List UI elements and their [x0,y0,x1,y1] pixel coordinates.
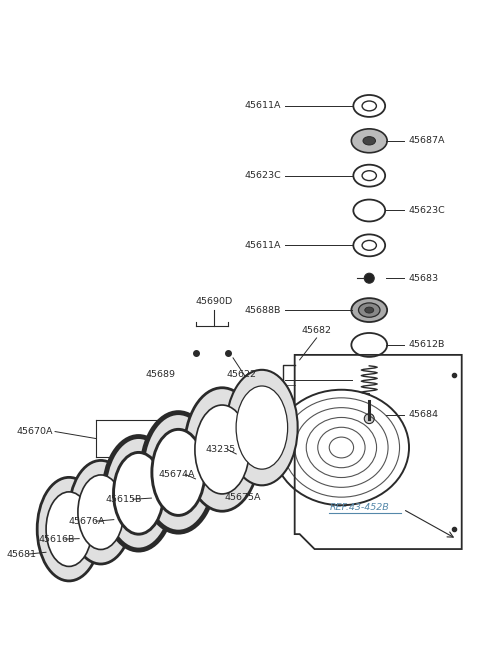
Text: 45688B: 45688B [244,306,281,315]
Text: 45615B: 45615B [106,495,142,504]
Text: 45623C: 45623C [244,171,281,180]
Ellipse shape [46,492,92,566]
Ellipse shape [37,478,101,581]
Ellipse shape [236,386,288,469]
Text: 45686A: 45686A [244,375,281,384]
Text: 45612B: 45612B [408,340,444,350]
Text: 45674A: 45674A [158,470,195,479]
Ellipse shape [142,413,215,532]
Ellipse shape [226,370,298,485]
Circle shape [364,274,374,283]
Text: 45682: 45682 [301,326,332,335]
Ellipse shape [184,388,260,511]
Ellipse shape [152,430,205,516]
Ellipse shape [195,405,249,494]
Text: 45683: 45683 [408,274,438,283]
Text: 45670A: 45670A [17,427,53,436]
Text: 45623C: 45623C [408,206,445,215]
Ellipse shape [69,461,132,564]
Ellipse shape [351,129,387,153]
Text: 45675A: 45675A [224,493,261,502]
Ellipse shape [114,453,164,534]
Ellipse shape [363,136,375,145]
Text: 45611A: 45611A [244,102,281,110]
Ellipse shape [78,475,124,550]
Ellipse shape [359,303,380,318]
Text: 45690D: 45690D [195,297,233,306]
Circle shape [364,414,374,424]
Ellipse shape [104,436,173,550]
Text: 45689: 45689 [145,370,175,379]
Text: 45622: 45622 [226,370,256,379]
Text: 45681: 45681 [6,550,36,558]
Text: 45687A: 45687A [408,136,444,145]
Ellipse shape [351,298,387,322]
Text: REF.43-452B: REF.43-452B [329,502,389,512]
Text: 45611A: 45611A [244,241,281,250]
Text: 45684: 45684 [408,410,438,419]
Ellipse shape [365,307,374,313]
Text: 45676A: 45676A [69,517,106,525]
Text: 45616B: 45616B [38,535,74,544]
Text: 43235: 43235 [205,445,236,454]
